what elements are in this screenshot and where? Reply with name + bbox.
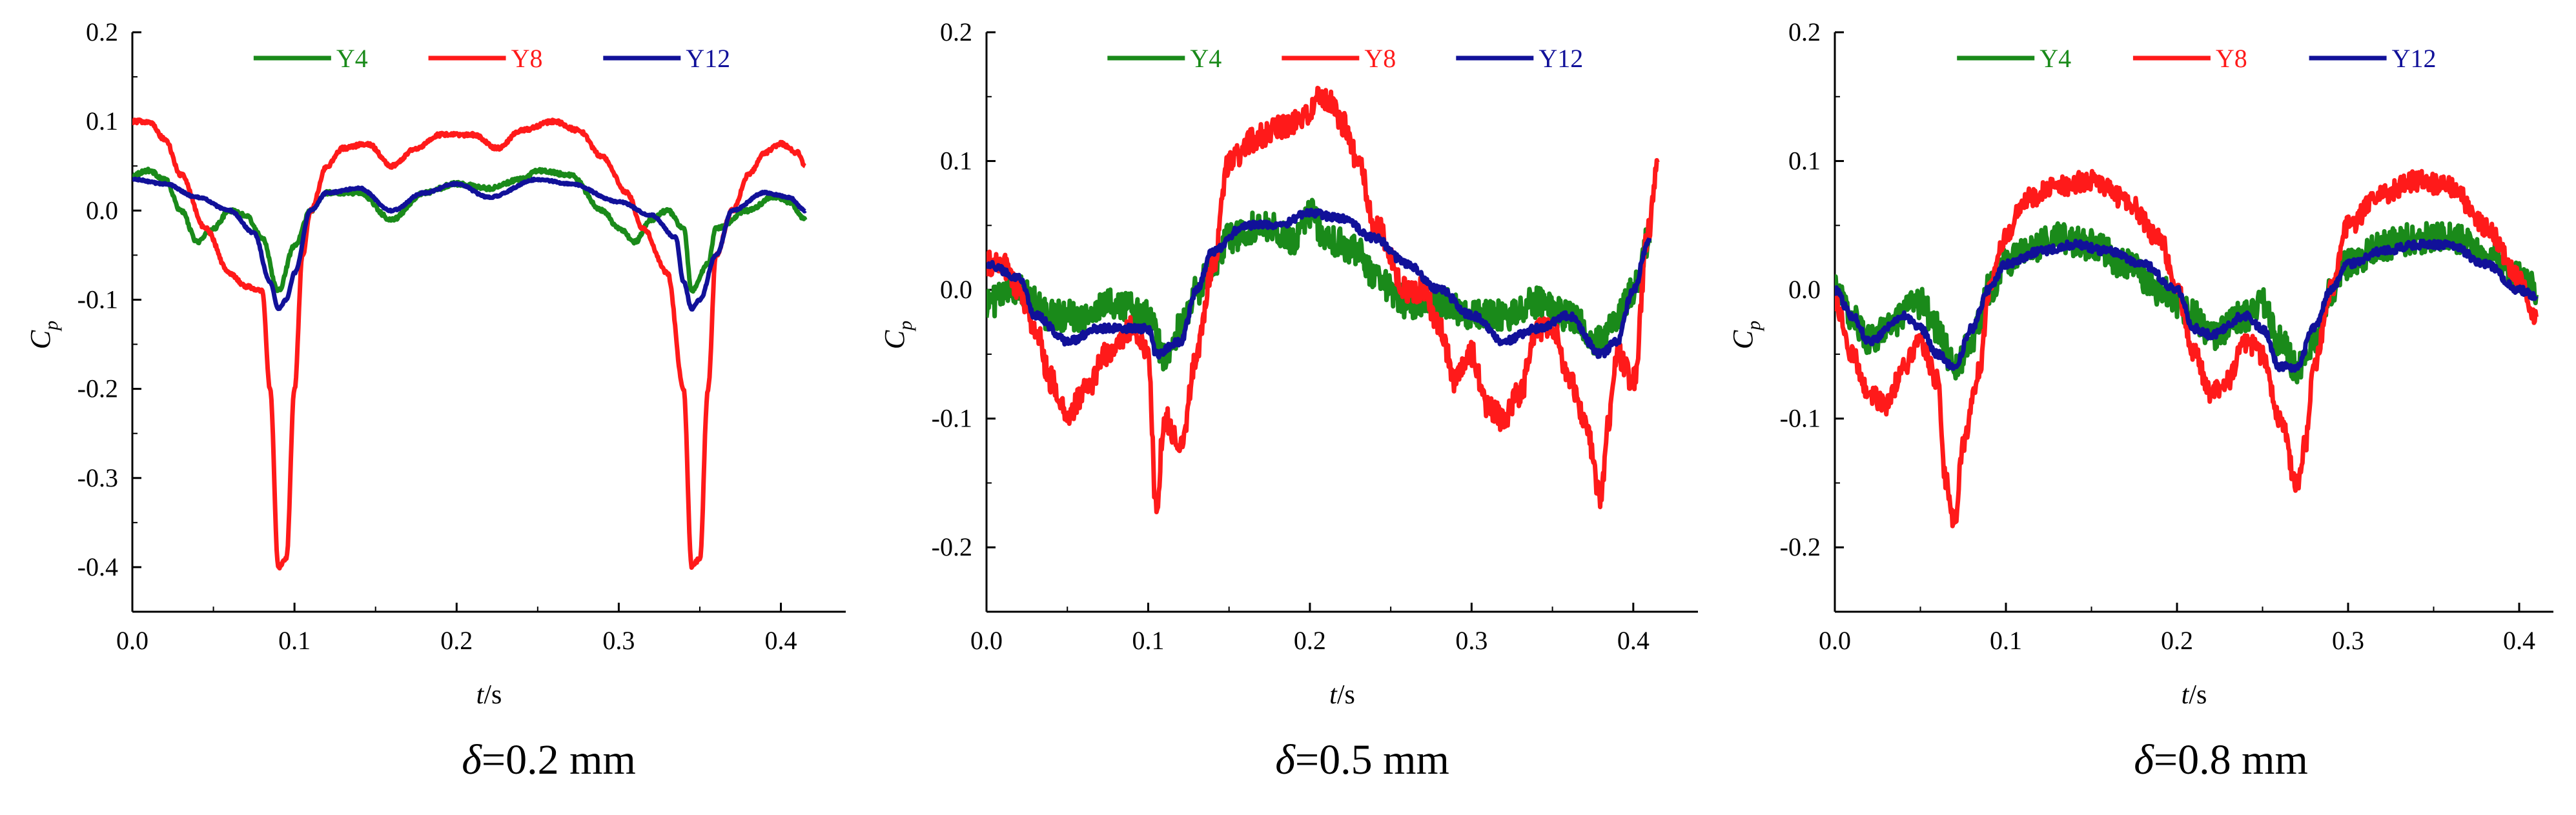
x-tick-label: 0.1 <box>1990 626 2022 655</box>
y-tick-label: -0.3 <box>77 463 118 492</box>
legend-label-y12: Y12 <box>686 44 730 73</box>
y-tick-label: -0.1 <box>932 404 972 433</box>
y-tick-label: 0.0 <box>86 196 118 225</box>
caption-panel-2: δ=0.5 mm <box>943 736 1782 785</box>
series-line-y12 <box>132 176 807 312</box>
x-tick-label: 0.2 <box>440 626 473 655</box>
legend-label-y4: Y4 <box>336 44 368 73</box>
x-tick-label: 0.2 <box>1294 626 1326 655</box>
x-tick-label: 0.0 <box>116 626 148 655</box>
legend-label-y8: Y8 <box>511 44 543 73</box>
y-axis-label: Cp <box>879 321 916 349</box>
legend-label-y4: Y4 <box>2039 44 2071 73</box>
legend-label-y4: Y4 <box>1190 44 1222 73</box>
x-tick-label: 0.0 <box>1819 626 1851 655</box>
x-tick-label: 0.4 <box>765 626 797 655</box>
caption-value: =0.8 mm <box>2153 736 2308 783</box>
x-tick-label: 0.0 <box>970 626 1003 655</box>
caption-symbol: δ <box>2134 736 2154 783</box>
y-tick-label: -0.2 <box>932 532 972 561</box>
y-axis-label: Cp <box>25 321 62 349</box>
y-tick-label: 0.2 <box>940 17 972 46</box>
caption-value: =0.5 mm <box>1294 736 1449 783</box>
chart-panel-3: 0.2 0.1 0.0 -0.1 -0.2 0.0 0.1 0.2 0.3 0.4 t/s Cp Y4 Y… <box>1727 17 2553 710</box>
y-tick-label: 0.0 <box>940 275 972 304</box>
x-axis-label: t/s <box>2182 680 2207 710</box>
y-tick-label: -0.2 <box>1780 532 1821 561</box>
y-tick-label: -0.1 <box>77 285 118 314</box>
legend-label-y12: Y12 <box>1538 44 1583 73</box>
x-tick-label: 0.3 <box>602 626 635 655</box>
legend-label-y12: Y12 <box>2392 44 2437 73</box>
series-line-y12 <box>1835 238 2539 373</box>
chart-panel-2: 0.2 0.1 0.0 -0.1 -0.2 0.0 0.1 0.2 0.3 0.4 t/s Cp Y4 Y… <box>879 17 1698 710</box>
x-tick-label: 0.4 <box>1617 626 1650 655</box>
x-tick-label: 0.3 <box>1455 626 1487 655</box>
y-tick-label: 0.2 <box>86 17 118 46</box>
series-line-y12 <box>986 207 1652 360</box>
series-line-y8 <box>132 117 807 571</box>
x-axis-label: t/s <box>1329 680 1355 710</box>
caption-panel-1: δ=0.2 mm <box>129 736 968 785</box>
series-line-y4 <box>986 197 1652 372</box>
x-tick-label: 0.3 <box>2332 626 2364 655</box>
chart-panel-1: 0.2 0.1 0.0 -0.1 -0.2 -0.3 -0.4 0.0 0.1 0.2 0.3 0.4… <box>25 17 846 710</box>
y-tick-label: -0.1 <box>1780 404 1821 433</box>
caption-symbol: δ <box>462 736 482 783</box>
y-tick-label: 0.0 <box>1788 275 1821 304</box>
caption-value: =0.2 mm <box>481 736 636 783</box>
y-tick-label: 0.1 <box>86 106 118 136</box>
legend-label-y8: Y8 <box>2216 44 2247 73</box>
x-tick-label: 0.2 <box>2161 626 2193 655</box>
x-tick-label: 0.1 <box>278 626 311 655</box>
x-tick-label: 0.1 <box>1132 626 1164 655</box>
y-tick-label: 0.2 <box>1788 17 1821 46</box>
caption-panel-3: δ=0.8 mm <box>1801 736 2576 785</box>
y-tick-label: -0.2 <box>77 374 118 403</box>
y-tick-label: 0.1 <box>940 146 972 176</box>
x-tick-label: 0.4 <box>2503 626 2535 655</box>
series-line-y8 <box>1835 168 2539 528</box>
y-tick-label: 0.1 <box>1788 146 1821 176</box>
legend-label-y8: Y8 <box>1364 44 1396 73</box>
x-axis-label: t/s <box>476 680 502 710</box>
y-axis-label: Cp <box>1727 321 1764 349</box>
y-tick-label: -0.4 <box>77 552 118 581</box>
caption-symbol: δ <box>1275 736 1295 783</box>
